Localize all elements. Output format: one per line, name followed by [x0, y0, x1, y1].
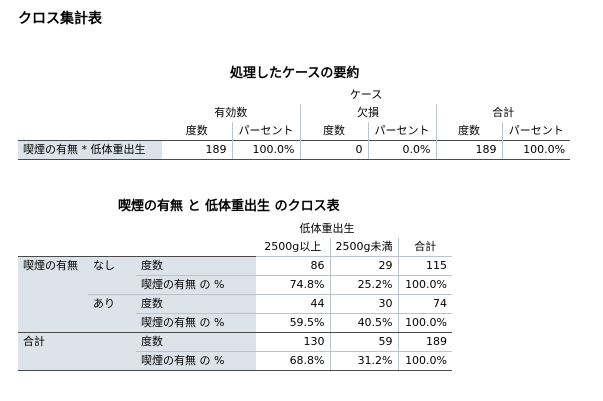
table-row: あり 度数 44 30 74	[18, 294, 453, 333]
crosstab-total-label: 合計	[18, 332, 136, 371]
table-row: 喫煙の有無 の % 68.8% 31.2% 100.0%	[18, 351, 453, 371]
crosstab-row-cat: あり	[88, 294, 136, 333]
crosstab-cell: 115	[397, 256, 453, 276]
summary-subheader: パーセント	[501, 122, 571, 141]
table-row: 喫煙の有無 の % 74.8% 25.2% 100.0%	[18, 275, 453, 295]
crosstab-cell: 86	[256, 256, 331, 276]
table-row: 喫煙の有無 の % 59.5% 40.5% 100.0%	[18, 313, 453, 333]
crosstab-cell: 44	[256, 294, 331, 314]
summary-table-title: 処理したケースの要約	[230, 66, 360, 81]
summary-group-valid: 有効数	[214, 106, 248, 119]
crosstab-cell: 100.0%	[397, 313, 453, 333]
crosstab-table: 低体重出生 2500g以上 2500g未満 合計 喫煙の有無 なし 度数 86 …	[18, 220, 453, 371]
crosstab-cell: 59.5%	[256, 313, 331, 333]
summary-subheader: 度数	[435, 122, 502, 141]
summary-group-total: 合計	[435, 104, 571, 122]
crosstab-stat-label: 度数	[136, 332, 257, 352]
summary-row-label: 喫煙の有無 * 低体重出生	[18, 140, 162, 160]
crosstab-stat-label: 喫煙の有無 の %	[136, 351, 257, 371]
crosstab-cell: 68.8%	[256, 351, 331, 371]
crosstab-cell: 100.0%	[397, 351, 453, 371]
summary-cell: 0	[299, 140, 368, 160]
summary-cell: 0.0%	[367, 140, 436, 160]
crosstab-col-cat: 2500g未満	[329, 238, 399, 257]
table-row: 喫煙の有無 なし 度数 86 29 115	[18, 256, 453, 333]
summary-cases-header: ケース	[349, 88, 383, 101]
crosstab-corner	[398, 220, 452, 238]
summary-cell: 189	[435, 140, 502, 160]
summary-subheader: 度数	[299, 122, 368, 141]
crosstab-stat-label: 度数	[136, 256, 257, 276]
summary-corner	[18, 86, 162, 104]
summary-group-missing: 欠損	[299, 104, 436, 122]
table-row: 喫煙の有無 * 低体重出生 189 100.0% 0 0.0% 189 100.…	[18, 140, 571, 160]
page-title: クロス集計表	[18, 11, 102, 27]
crosstab-cell: 31.2%	[329, 351, 399, 371]
crosstab-table-title: 喫煙の有無 と 低体重出生 のクロス表	[118, 199, 340, 214]
crosstab-corner	[18, 238, 256, 257]
summary-subheader: パーセント	[367, 122, 436, 141]
crosstab-col-total: 合計	[397, 238, 453, 257]
crosstab-cell: 74.8%	[256, 275, 331, 295]
summary-subheader: 度数	[185, 124, 208, 137]
crosstab-stat-label: 度数	[136, 294, 257, 314]
crosstab-stat-label: 喫煙の有無 の %	[136, 313, 257, 333]
summary-corner	[18, 122, 162, 141]
crosstab-cell: 189	[397, 332, 453, 352]
summary-cell: 100.0%	[501, 140, 571, 160]
crosstab-cell: 30	[329, 294, 399, 314]
crosstab-row-cat: なし	[88, 256, 136, 295]
crosstab-cell: 59	[329, 332, 399, 352]
crosstab-corner	[18, 220, 256, 238]
summary-table: ケース 有効数 欠損 合計 度数 パーセント 度数 パーセント 度数 パーセント…	[18, 86, 571, 160]
crosstab-stat-label: 喫煙の有無 の %	[136, 275, 257, 295]
summary-subheader: パーセント	[231, 122, 300, 141]
crosstab-cell: 100.0%	[397, 275, 453, 295]
crosstab-cell: 25.2%	[329, 275, 399, 295]
table-row: 合計 度数 130 59 189	[18, 332, 453, 371]
crosstab-col-cat: 2500g以上	[256, 238, 331, 257]
crosstab-cell: 74	[397, 294, 453, 314]
crosstab-cell: 130	[256, 332, 331, 352]
summary-corner	[18, 104, 162, 122]
crosstab-row-var: 喫煙の有無	[18, 256, 88, 333]
crosstab-cell: 29	[329, 256, 399, 276]
summary-cell: 189	[162, 140, 232, 160]
crosstab-cell: 40.5%	[329, 313, 399, 333]
summary-cell: 100.0%	[231, 140, 300, 160]
crosstab-col-var: 低体重出生	[299, 222, 355, 235]
